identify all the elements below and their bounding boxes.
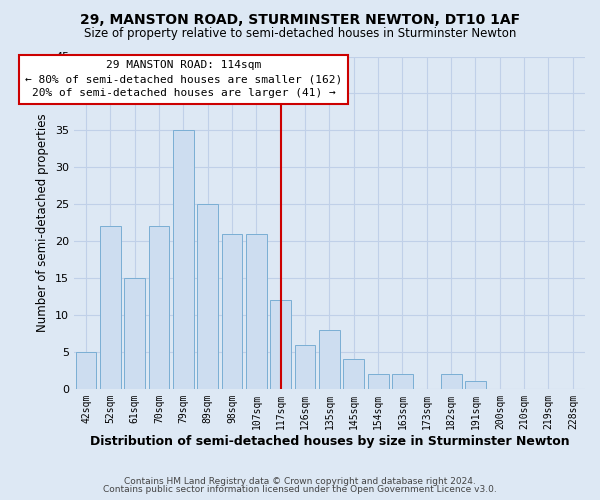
X-axis label: Distribution of semi-detached houses by size in Sturminster Newton: Distribution of semi-detached houses by … <box>89 434 569 448</box>
Text: 29 MANSTON ROAD: 114sqm
← 80% of semi-detached houses are smaller (162)
20% of s: 29 MANSTON ROAD: 114sqm ← 80% of semi-de… <box>25 60 342 98</box>
Bar <box>343 360 364 389</box>
Bar <box>368 374 389 389</box>
Bar <box>197 204 218 389</box>
Text: Contains public sector information licensed under the Open Government Licence v3: Contains public sector information licen… <box>103 485 497 494</box>
Bar <box>76 352 97 389</box>
Bar <box>246 234 267 389</box>
Bar <box>392 374 413 389</box>
Bar <box>319 330 340 389</box>
Text: Size of property relative to semi-detached houses in Sturminster Newton: Size of property relative to semi-detach… <box>84 28 516 40</box>
Bar <box>149 226 169 389</box>
Text: Contains HM Land Registry data © Crown copyright and database right 2024.: Contains HM Land Registry data © Crown c… <box>124 477 476 486</box>
Bar <box>271 300 291 389</box>
Bar <box>222 234 242 389</box>
Bar <box>441 374 461 389</box>
Bar <box>100 226 121 389</box>
Bar <box>465 382 486 389</box>
Bar <box>295 344 316 389</box>
Bar <box>124 278 145 389</box>
Bar <box>173 130 194 389</box>
Y-axis label: Number of semi-detached properties: Number of semi-detached properties <box>37 114 49 332</box>
Text: 29, MANSTON ROAD, STURMINSTER NEWTON, DT10 1AF: 29, MANSTON ROAD, STURMINSTER NEWTON, DT… <box>80 12 520 26</box>
